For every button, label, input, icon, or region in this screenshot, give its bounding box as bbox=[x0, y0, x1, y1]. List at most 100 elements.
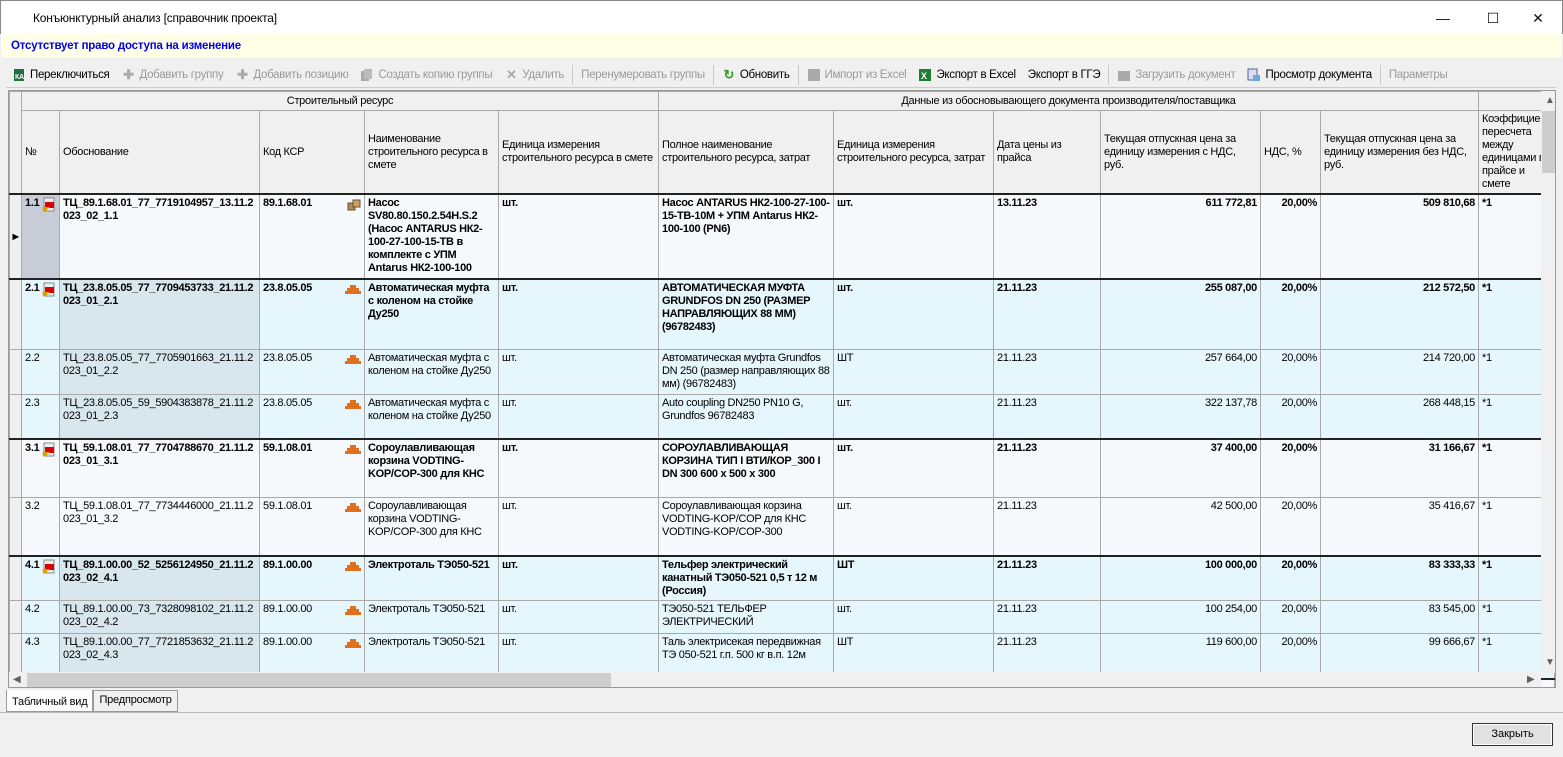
toolbar-button-1[interactable]: ✚ Добавить группу bbox=[115, 63, 229, 87]
cell-price-vat[interactable]: 100 254,00 bbox=[1100, 600, 1261, 634]
horizontal-scrollbar[interactable]: ◀ ▶ bbox=[9, 672, 1541, 687]
cell-name[interactable]: Насос SV80.80.150.2.54H.S.2 (Насос ANTAR… bbox=[364, 193, 499, 280]
cell-unit2[interactable]: ШТ bbox=[833, 555, 994, 601]
cell-price-vat[interactable]: 322 137,78 bbox=[1100, 393, 1261, 440]
cell-price-vat[interactable]: 257 664,00 bbox=[1100, 348, 1261, 395]
toolbar-button-10[interactable]: Импорт из Excel bbox=[801, 63, 913, 87]
table-row[interactable]: ☛ 3.1 ТЦ_59.1.08.01_77_7704788670_21.11.20… bbox=[9, 438, 1555, 498]
cell-name[interactable]: Электроталь ТЭ050-521 bbox=[364, 600, 499, 634]
cell-basis[interactable]: ТЦ_89.1.00.00_52_5256124950_21.11.2023_0… bbox=[59, 555, 260, 601]
column-header-3[interactable]: Наименование строительного ресурса в сме… bbox=[364, 110, 499, 195]
column-header-2[interactable]: Код КСР bbox=[259, 110, 365, 195]
toolbar-button-11[interactable]: X Экспорт в Excel bbox=[912, 63, 1021, 87]
cell-code[interactable]: 89.1.00.00 bbox=[259, 600, 365, 634]
cell-price-novat[interactable]: 268 448,15 bbox=[1320, 393, 1479, 440]
cell-code[interactable]: 23.8.05.05 bbox=[259, 278, 365, 350]
cell-code[interactable]: 89.1.00.00 bbox=[259, 555, 365, 601]
column-header-7[interactable]: Дата цены из прайса bbox=[993, 110, 1101, 195]
cell-basis[interactable]: ТЦ_23.8.05.05_77_7709453733_21.11.2023_0… bbox=[59, 278, 260, 350]
cell-price-vat[interactable]: 37 400,00 bbox=[1100, 438, 1261, 498]
toolbar-button-14[interactable]: Загрузить документ bbox=[1111, 63, 1241, 87]
cell-price-novat[interactable]: 214 720,00 bbox=[1320, 348, 1479, 395]
toolbar-button-3[interactable]: Создать копию группы bbox=[354, 63, 498, 87]
horizontal-scroll-thumb[interactable] bbox=[27, 673, 611, 687]
row-indicator[interactable] bbox=[9, 348, 22, 395]
cell-num[interactable]: ☛ 1.1 bbox=[21, 193, 60, 280]
scroll-down-arrow-icon[interactable]: ▼ bbox=[1545, 657, 1555, 668]
cell-unit[interactable]: шт. bbox=[498, 600, 659, 634]
cell-name[interactable]: Автоматическая муфта с коленом на стойке… bbox=[364, 348, 499, 395]
toolbar-button-4[interactable]: ✕ Удалить bbox=[498, 63, 570, 87]
cell-name[interactable]: Электроталь ТЭ050-521 bbox=[364, 633, 499, 679]
cell-vat[interactable]: 20,00% bbox=[1260, 496, 1321, 557]
vertical-scrollbar[interactable]: ▲ ▼ bbox=[1541, 91, 1555, 673]
row-indicator[interactable] bbox=[9, 393, 22, 440]
cell-unit[interactable]: шт. bbox=[498, 278, 659, 350]
cell-basis[interactable]: ТЦ_23.8.05.05_59_5904383878_21.11.2023_0… bbox=[59, 393, 260, 440]
column-header-6[interactable]: Единица измерения строительного ресурса,… bbox=[833, 110, 994, 195]
tab-0[interactable]: Табличный вид bbox=[6, 690, 94, 712]
cell-date[interactable]: 21.11.23 bbox=[993, 633, 1101, 679]
close-window-button[interactable]: ✕ bbox=[1532, 10, 1544, 26]
column-header-8[interactable]: Текущая отпускная цена за единицу измере… bbox=[1100, 110, 1261, 195]
cell-price-novat[interactable]: 99 666,67 bbox=[1320, 633, 1479, 679]
cell-vat[interactable]: 20,00% bbox=[1260, 393, 1321, 440]
table-row[interactable]: ▶ ☛ 1.1 ТЦ_89.1.68.01_77_7719104957_13.11.2… bbox=[9, 193, 1555, 280]
cell-unit[interactable]: шт. bbox=[498, 555, 659, 601]
cell-date[interactable]: 21.11.23 bbox=[993, 496, 1101, 557]
cell-unit2[interactable]: шт. bbox=[833, 438, 994, 498]
cell-vat[interactable]: 20,00% bbox=[1260, 193, 1321, 280]
cell-name[interactable]: Сороулавливающая корзина VODTING-KOP/COP… bbox=[364, 496, 499, 557]
close-button[interactable]: Закрыть bbox=[1472, 723, 1553, 746]
vertical-scroll-thumb[interactable] bbox=[1542, 111, 1555, 173]
cell-name[interactable]: Сороулавливающая корзина VODTING-KOP/COP… bbox=[364, 438, 499, 498]
cell-num[interactable]: 2.3 bbox=[21, 393, 60, 440]
column-header-4[interactable]: Единица измерения строительного ресурса … bbox=[498, 110, 659, 195]
cell-unit[interactable]: шт. bbox=[498, 193, 659, 280]
cell-price-vat[interactable]: 42 500,00 bbox=[1100, 496, 1261, 557]
toolbar-button-8[interactable]: ↻ Обновить bbox=[716, 63, 796, 87]
table-row[interactable]: 2.2 ТЦ_23.8.05.05_77_7705901663_21.11.202… bbox=[9, 348, 1555, 395]
cell-full-name[interactable]: Сороулавливающая корзина VODTING-KOP/COP… bbox=[658, 496, 834, 557]
cell-name[interactable]: Автоматическая муфта с коленом на стойке… bbox=[364, 393, 499, 440]
cell-full-name[interactable]: Тельфер электрический канатный ТЭ050-521… bbox=[658, 555, 834, 601]
cell-code[interactable]: 23.8.05.05 bbox=[259, 393, 365, 440]
cell-price-novat[interactable]: 212 572,50 bbox=[1320, 278, 1479, 350]
cell-unit2[interactable]: шт. bbox=[833, 496, 994, 557]
cell-code[interactable]: 59.1.08.01 bbox=[259, 438, 365, 498]
toolbar-button-0[interactable]: КА Переключиться bbox=[6, 63, 115, 87]
cell-unit[interactable]: шт. bbox=[498, 496, 659, 557]
cell-price-novat[interactable]: 83 545,00 bbox=[1320, 600, 1479, 634]
column-header-5[interactable]: Полное наименование строительного ресурс… bbox=[658, 110, 834, 195]
tab-1[interactable]: Предпросмотр bbox=[93, 690, 178, 712]
cell-vat[interactable]: 20,00% bbox=[1260, 633, 1321, 679]
cell-date[interactable]: 13.11.23 bbox=[993, 193, 1101, 280]
toolbar-button-15[interactable]: Просмотр документа bbox=[1241, 63, 1377, 87]
cell-full-name[interactable]: ТЭ050-521 ТЕЛЬФЕР ЭЛЕКТРИЧЕСКИЙ bbox=[658, 600, 834, 634]
cell-vat[interactable]: 20,00% bbox=[1260, 348, 1321, 395]
cell-unit[interactable]: шт. bbox=[498, 348, 659, 395]
cell-price-vat[interactable]: 611 772,81 bbox=[1100, 193, 1261, 280]
column-header-10[interactable]: Текущая отпускная цена за единицу измере… bbox=[1320, 110, 1479, 195]
cell-unit[interactable]: шт. bbox=[498, 393, 659, 440]
cell-name[interactable]: Автоматическая муфта с коленом на стойке… bbox=[364, 278, 499, 350]
cell-date[interactable]: 21.11.23 bbox=[993, 555, 1101, 601]
cell-date[interactable]: 21.11.23 bbox=[993, 393, 1101, 440]
cell-num[interactable]: ☛ 4.1 bbox=[21, 555, 60, 601]
row-indicator[interactable] bbox=[9, 438, 22, 498]
cell-unit2[interactable]: ШТ bbox=[833, 633, 994, 679]
cell-basis[interactable]: ТЦ_59.1.08.01_77_7734446000_21.11.2023_0… bbox=[59, 496, 260, 557]
cell-num[interactable]: ☛ 3.1 bbox=[21, 438, 60, 498]
table-row[interactable]: 3.2 ТЦ_59.1.08.01_77_7734446000_21.11.202… bbox=[9, 496, 1555, 557]
cell-vat[interactable]: 20,00% bbox=[1260, 438, 1321, 498]
cell-name[interactable]: Электроталь ТЭ050-521 bbox=[364, 555, 499, 601]
cell-num[interactable]: ☛ 2.1 bbox=[21, 278, 60, 350]
cell-basis[interactable]: ТЦ_59.1.08.01_77_7704788670_21.11.2023_0… bbox=[59, 438, 260, 498]
cell-price-vat[interactable]: 100 000,00 bbox=[1100, 555, 1261, 601]
cell-full-name[interactable]: Auto coupling DN250 PN10 G, Grundfos 967… bbox=[658, 393, 834, 440]
cell-basis[interactable]: ТЦ_23.8.05.05_77_7705901663_21.11.2023_0… bbox=[59, 348, 260, 395]
cell-price-vat[interactable]: 255 087,00 bbox=[1100, 278, 1261, 350]
scroll-left-arrow-icon[interactable]: ◀ bbox=[13, 674, 21, 685]
row-indicator[interactable] bbox=[9, 555, 22, 601]
minimize-button[interactable]: — bbox=[1436, 10, 1450, 26]
